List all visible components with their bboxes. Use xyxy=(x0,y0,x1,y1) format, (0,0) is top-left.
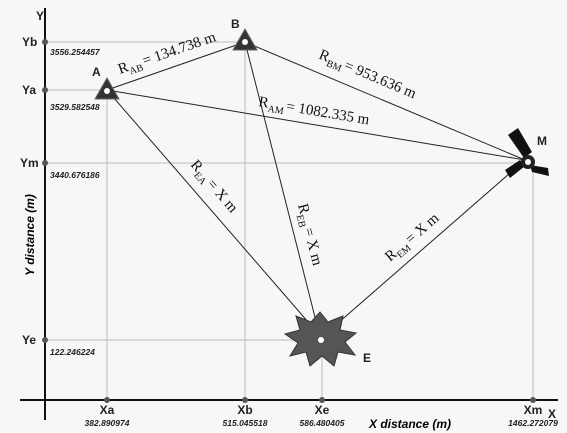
y-tick-label: Ya xyxy=(22,83,36,97)
node-e-icon xyxy=(285,312,356,366)
x-axis-title: X distance (m) xyxy=(368,417,451,431)
y-tick-label: Ye xyxy=(22,333,36,347)
guides xyxy=(45,42,533,400)
y-tick-label: Ym xyxy=(20,156,39,170)
x-tick-value: 586.480405 xyxy=(300,418,345,428)
edge-subscript: BM xyxy=(324,58,343,74)
x-tick-label: Xa xyxy=(100,403,115,417)
edge-subscript: EB xyxy=(294,214,308,229)
edge-text: = X m xyxy=(203,176,240,216)
y-tick-label: Yb xyxy=(22,35,37,49)
diagram: Y X Y distance (m) X distance (m) Yb 355… xyxy=(0,0,567,433)
node-a-icon xyxy=(95,78,119,99)
node-label: B xyxy=(231,17,240,31)
edge-label: RAB= 134.738 m xyxy=(116,29,219,80)
x-tick-value: 515.045518 xyxy=(223,418,268,428)
x-tick-label: Xb xyxy=(237,403,252,417)
edge-label: RBM= 953.636 m xyxy=(315,47,418,105)
y-axis-letter: Y xyxy=(36,9,44,23)
edge-label: REB= X m xyxy=(291,202,325,268)
edge-text: = 1082.335 m xyxy=(285,99,371,129)
edge-text: = 953.636 m xyxy=(342,58,419,103)
y-tick-value: 3440.676186 xyxy=(50,170,100,180)
edge-subscript: AM xyxy=(267,104,285,118)
edge-label: REA= X m xyxy=(185,157,241,218)
x-tick-label: Xm xyxy=(524,403,543,417)
y-axis-title: Y distance (m) xyxy=(23,194,37,276)
node-label: E xyxy=(363,351,371,365)
edge-label: RAM= 1082.335 m xyxy=(257,94,371,131)
y-tick-value: 3556.254457 xyxy=(50,47,101,57)
edge-subscript: AB xyxy=(128,62,145,77)
x-tick-label: Xe xyxy=(315,403,330,417)
node-label: M xyxy=(537,134,547,148)
x-tick-value: 1462.272079 xyxy=(508,418,558,428)
edges xyxy=(107,42,525,330)
node-b-icon xyxy=(233,29,257,50)
edge-text: = 134.738 m xyxy=(141,29,219,69)
node-label: A xyxy=(92,65,101,79)
y-tick-value: 122.246224 xyxy=(50,347,95,357)
y-tick-value: 3529.582548 xyxy=(50,102,100,112)
edge-text: = X m xyxy=(300,226,325,268)
x-tick-value: 382.890974 xyxy=(85,418,130,428)
edge-text: = X m xyxy=(403,210,443,247)
